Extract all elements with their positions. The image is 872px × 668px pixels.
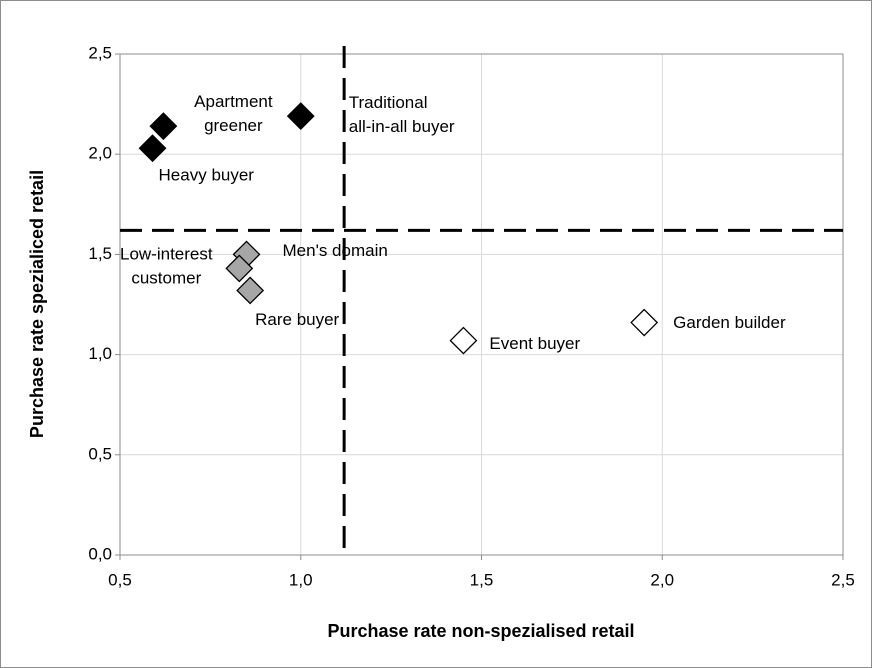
y-tick-label: 1,5 <box>88 244 112 263</box>
y-tick-label: 2,0 <box>88 144 112 163</box>
x-tick-label: 2,0 <box>650 570 674 589</box>
point <box>149 112 178 141</box>
point <box>286 102 315 131</box>
point-label: Men's domain <box>283 241 388 260</box>
y-tick-label: 0,0 <box>88 544 112 563</box>
point <box>236 276 265 305</box>
point-label: Heavy buyer <box>159 166 255 185</box>
x-axis-title: Purchase rate non-spezialised retail <box>327 621 634 641</box>
point-label: Garden builder <box>673 313 786 332</box>
point <box>225 254 254 283</box>
point-label: Apartment greener <box>194 93 273 136</box>
y-axis-title: Purchase rate spezialiced retail <box>27 170 47 438</box>
point-label: Low-interest customer <box>120 245 213 288</box>
point <box>449 326 478 355</box>
x-tick-label: 2,5 <box>831 570 855 589</box>
point-label: Event buyer <box>489 334 580 353</box>
plot-border <box>119 53 844 556</box>
point <box>138 134 167 163</box>
point-label: Traditional all-in-all buyer <box>349 94 455 137</box>
y-tick-label: 1,0 <box>88 344 112 363</box>
x-tick-label: 0,5 <box>108 570 132 589</box>
x-tick-label: 1,5 <box>470 570 494 589</box>
y-tick-label: 0,5 <box>88 444 112 463</box>
x-tick-label: 1,0 <box>289 570 313 589</box>
point <box>630 308 659 337</box>
point-label: Rare buyer <box>255 310 339 329</box>
y-tick-label: 2,5 <box>88 43 112 62</box>
